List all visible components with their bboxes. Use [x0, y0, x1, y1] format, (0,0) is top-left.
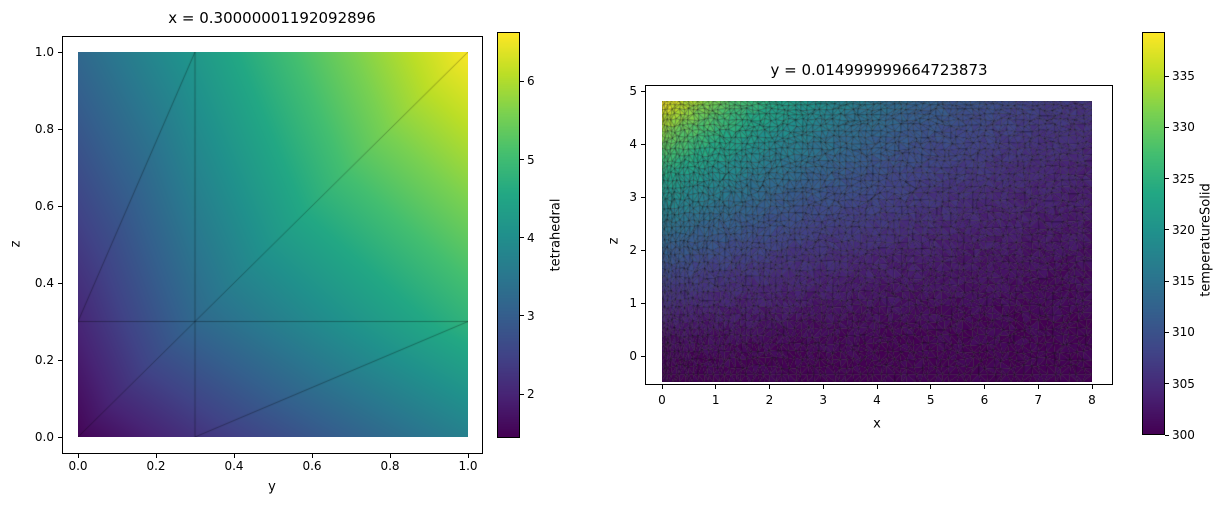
right-colorbar-tick [1165, 229, 1169, 231]
left-colorbar-tick [520, 393, 524, 395]
right-ytick-label: 1 [629, 296, 637, 310]
left-plot-frame [62, 36, 483, 454]
right-ytick-label: 0 [629, 349, 637, 363]
right-colorbar-tick-label: 315 [1172, 274, 1195, 289]
right-colorbar-tick [1165, 126, 1169, 128]
right-ytick [641, 196, 645, 198]
left-ytick [58, 51, 62, 53]
left-colorbar-tick-label: 3 [527, 308, 535, 323]
right-xtick [1091, 385, 1093, 389]
right-ytick [641, 302, 645, 304]
left-xaxis-label: y [268, 479, 276, 495]
right-colorbar-tick-label: 330 [1172, 120, 1195, 135]
right-colorbar-tick-label: 335 [1172, 69, 1195, 84]
right-xtick-label: 6 [980, 393, 989, 407]
right-ytick-label: 5 [629, 84, 637, 98]
right-colorbar-tick [1165, 280, 1169, 282]
right-ytick-label: 4 [629, 137, 637, 151]
left-xtick [311, 454, 313, 458]
right-xtick-label: 7 [1034, 393, 1043, 407]
right-xtick-label: 2 [765, 393, 774, 407]
left-colorbar-tick-label: 6 [527, 74, 535, 89]
right-xtick-label: 5 [926, 393, 935, 407]
left-colorbar [497, 32, 520, 438]
right-xtick [661, 385, 663, 389]
left-ytick [58, 128, 62, 130]
right-colorbar-tick [1165, 178, 1169, 180]
right-xtick-label: 1 [711, 393, 720, 407]
left-colorbar-label: tetrahedral [548, 198, 564, 272]
right-ytick [641, 143, 645, 145]
right-colorbar-tick-label: 320 [1172, 222, 1195, 237]
right-colorbar-tick [1165, 75, 1169, 77]
right-ytick-label: 3 [629, 190, 637, 204]
right-colorbar-label: temperatureSolid [1198, 183, 1214, 297]
right-ytick [641, 90, 645, 92]
left-colorbar-tick-label: 4 [527, 230, 535, 245]
right-xtick [822, 385, 824, 389]
right-ytick-label: 2 [629, 243, 637, 257]
left-colorbar-tick [520, 80, 524, 82]
left-ytick-label: 0.8 [34, 122, 54, 136]
left-colorbar-tick-label: 5 [527, 152, 535, 167]
left-plot-title: x = 0.30000001192092896 [168, 9, 376, 27]
left-colorbar-tick-label: 2 [527, 387, 535, 402]
left-ytick [58, 359, 62, 361]
right-plot-canvas [662, 101, 1092, 382]
right-colorbar-tick [1165, 331, 1169, 333]
right-xtick [876, 385, 878, 389]
right-xaxis-label: x [873, 416, 881, 432]
left-ytick-label: 0.0 [34, 430, 54, 444]
right-xtick-label: 3 [819, 393, 828, 407]
left-xtick [155, 454, 157, 458]
left-colorbar-tick [520, 159, 524, 160]
left-ytick-label: 1.0 [34, 45, 54, 59]
right-yaxis-label: z [606, 237, 622, 245]
left-colorbar-tick [520, 237, 524, 239]
right-colorbar-tick-label: 300 [1172, 428, 1195, 442]
right-xtick [1037, 385, 1039, 389]
left-xtick-label: 0.0 [68, 459, 88, 473]
left-xtick [389, 454, 391, 458]
right-xtick [984, 385, 985, 389]
left-ytick [58, 205, 62, 207]
right-colorbar-tick-label: 325 [1172, 171, 1195, 186]
right-ytick [641, 249, 645, 251]
right-xtick-label: 8 [1088, 393, 1096, 407]
right-colorbar-tick [1165, 383, 1169, 385]
left-xtick-label: 0.2 [146, 459, 166, 473]
right-colorbar-tick [1165, 434, 1169, 436]
right-colorbar-tick-label: 310 [1172, 325, 1195, 340]
left-ytick-label: 0.2 [34, 353, 54, 367]
right-plot-frame [645, 85, 1113, 385]
right-xtick [930, 385, 932, 389]
right-xtick [715, 385, 717, 389]
left-xtick [467, 454, 469, 458]
left-ytick [58, 436, 62, 438]
left-xtick [233, 454, 235, 458]
left-ytick [58, 282, 62, 284]
left-plot-canvas [78, 52, 468, 437]
left-xtick-label: 1.0 [458, 459, 478, 473]
right-colorbar [1142, 32, 1165, 435]
left-xtick-label: 0.4 [224, 459, 244, 473]
left-xtick-label: 0.8 [380, 459, 400, 473]
right-ytick [641, 355, 645, 357]
left-xtick-label: 0.6 [302, 459, 322, 473]
right-plot-title: y = 0.014999999664723873 [770, 61, 988, 79]
right-xtick [769, 385, 770, 389]
left-xtick [77, 454, 79, 458]
left-ytick-label: 0.6 [34, 199, 54, 213]
left-ytick-label: 0.4 [34, 276, 54, 290]
right-xtick-label: 0 [658, 393, 666, 407]
left-colorbar-tick [520, 315, 524, 317]
right-colorbar-tick-label: 305 [1172, 376, 1195, 391]
left-yaxis-label: z [8, 240, 24, 248]
right-xtick-label: 4 [873, 393, 881, 407]
